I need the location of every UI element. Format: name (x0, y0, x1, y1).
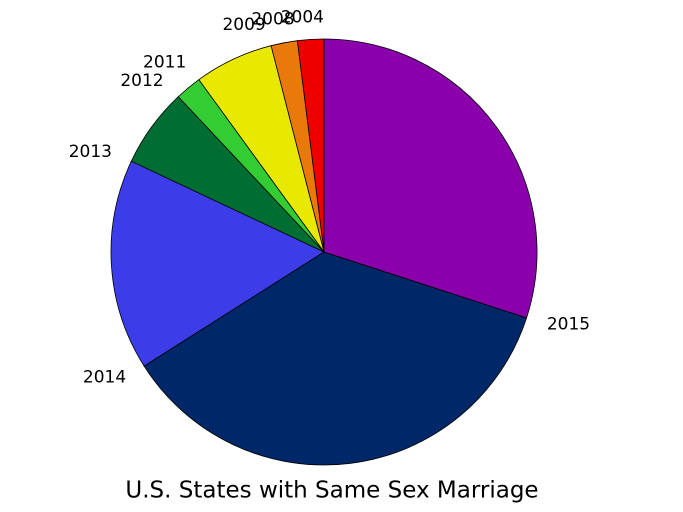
slice-label: 2014 (83, 368, 126, 388)
pie-slice (143, 251, 528, 466)
pie-slice (110, 160, 325, 367)
slice-label: 2008 (251, 10, 294, 30)
chart-title: U.S. States with Same Sex Marriage (125, 478, 538, 504)
slice-label: 2011 (143, 52, 186, 72)
slice-label: 2013 (69, 142, 112, 162)
slice-label: 2009 (222, 15, 265, 35)
slice-label: 2004 (281, 8, 324, 28)
slice-label: 2012 (120, 71, 163, 91)
slice-label: 2015 (547, 314, 590, 334)
pie-slice (323, 38, 538, 319)
